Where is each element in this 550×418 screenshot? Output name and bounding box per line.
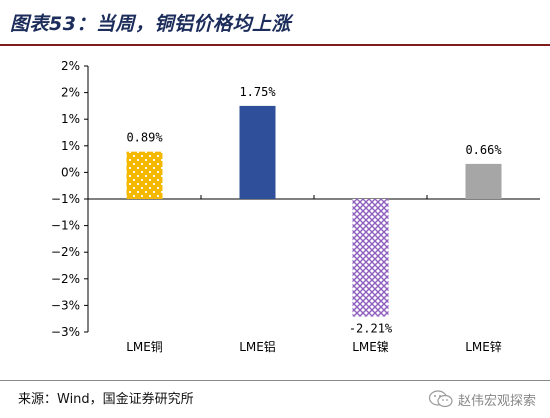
y-tick-label: −3% <box>51 298 80 312</box>
figure-title: 图表53：当周，铜铝价格均上涨 <box>10 13 291 35</box>
x-category-label: LME锌 <box>465 340 502 354</box>
data-label: 0.89% <box>126 131 163 145</box>
data-label: 1.75% <box>239 85 276 99</box>
title-bar: 图表53：当周，铜铝价格均上涨 <box>0 0 550 46</box>
y-tick-label: 2% <box>61 59 80 73</box>
bar-layer <box>126 105 502 317</box>
y-tick-label: −2% <box>51 245 80 259</box>
title-rule <box>0 44 550 46</box>
y-tick-label: 1% <box>61 112 80 126</box>
y-tick-label: −1% <box>51 219 80 233</box>
bar-chart: 2% 2% 1% 1% 0% −1% −1% −2% −2% −3% −3% 0.89% LME铜 1.… <box>51 59 540 354</box>
watermark-text: 赵伟宏观探索 <box>457 393 536 409</box>
bar-2 <box>239 105 276 199</box>
bar-3 <box>352 199 389 317</box>
x-category-label: LME镍 <box>352 340 389 354</box>
bar-4 <box>465 163 502 199</box>
bar-1 <box>126 151 163 199</box>
x-category-label: LME铜 <box>126 339 163 354</box>
x-category-label: LME铝 <box>239 339 276 354</box>
y-tick-label: −1% <box>51 192 80 206</box>
data-label: -2.21% <box>349 322 393 336</box>
y-tick-label: −3% <box>51 325 80 339</box>
y-tick-label: 1% <box>61 139 80 153</box>
y-tick-label: 2% <box>61 86 80 100</box>
label-layer: 0.89% LME铜 1.75% LME铝 -2.21% LME镍 0.66% LME锌 <box>126 85 502 354</box>
y-tick-label: 0% <box>61 165 80 179</box>
wechat-logo-icon <box>428 390 453 408</box>
watermark: 赵伟宏观探索 <box>428 388 536 410</box>
data-label: 0.66% <box>465 143 502 157</box>
source-note: 来源：Wind，国金证券研究所 <box>18 392 194 407</box>
source-rule <box>0 380 550 381</box>
axis-layer: 2% 2% 1% 1% 0% −1% −1% −2% −2% −3% −3% <box>51 59 540 339</box>
y-tick-label: −2% <box>51 272 80 286</box>
